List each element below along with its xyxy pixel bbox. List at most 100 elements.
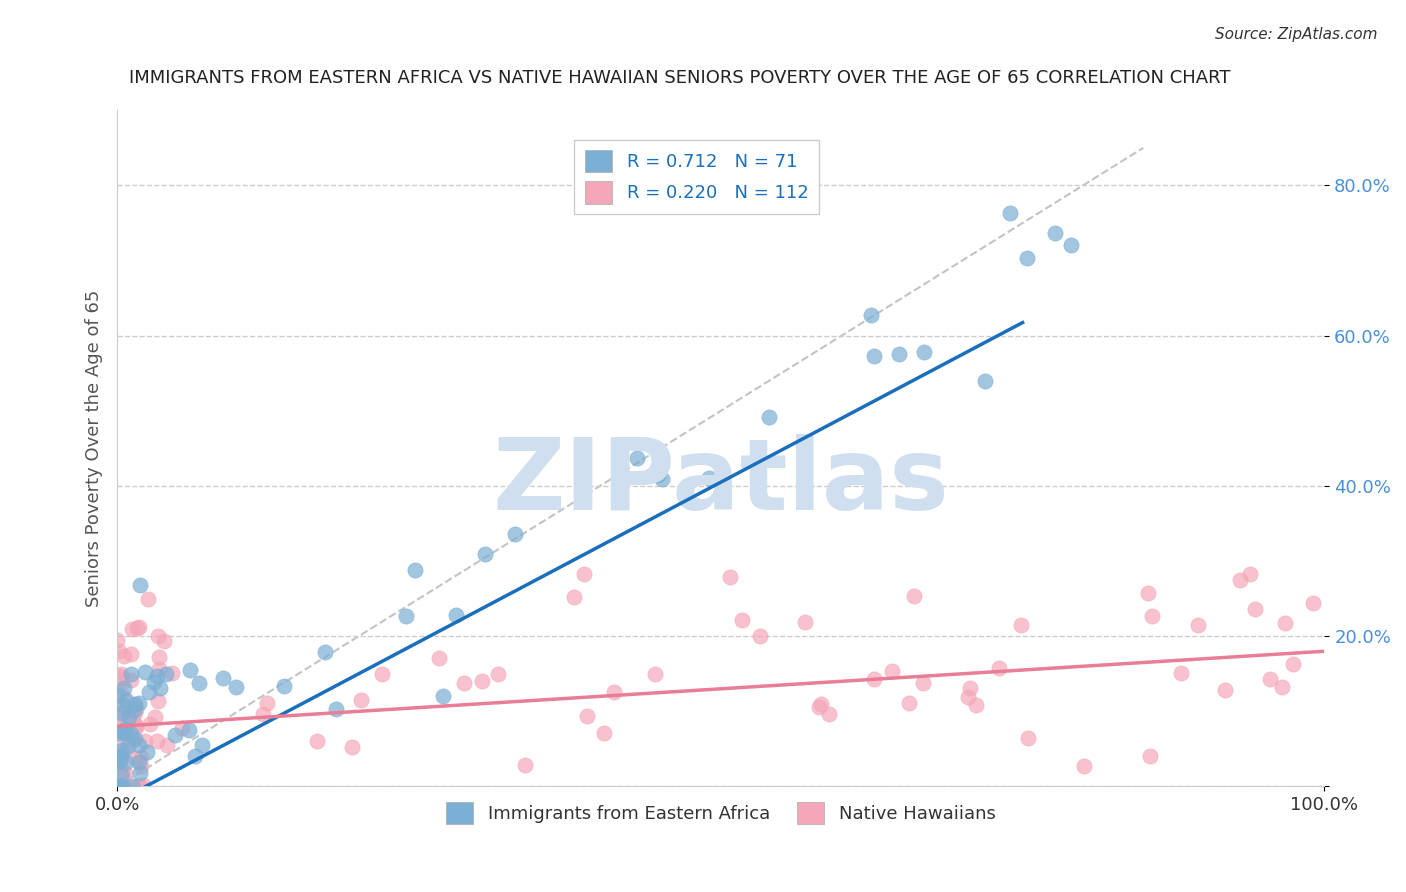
Point xyxy=(110,780,132,794)
Point xyxy=(1000,206,1022,220)
Point xyxy=(974,374,997,388)
Point xyxy=(603,685,626,699)
Point xyxy=(127,779,149,793)
Y-axis label: Seniors Poverty Over the Age of 65: Seniors Poverty Over the Age of 65 xyxy=(86,290,103,607)
Point xyxy=(1017,731,1039,745)
Point xyxy=(1271,680,1294,694)
Point xyxy=(807,700,830,714)
Point xyxy=(177,723,200,738)
Point xyxy=(256,696,278,710)
Point xyxy=(128,765,150,780)
Point xyxy=(111,690,134,705)
Point xyxy=(122,698,145,713)
Point xyxy=(191,738,214,752)
Point xyxy=(124,751,146,765)
Point xyxy=(903,589,925,603)
Point xyxy=(121,731,143,745)
Point xyxy=(136,591,159,606)
Point xyxy=(225,680,247,694)
Point xyxy=(718,570,741,584)
Point xyxy=(110,747,132,762)
Point xyxy=(129,758,152,772)
Point xyxy=(758,410,780,425)
Point xyxy=(1060,237,1083,252)
Point xyxy=(1274,616,1296,631)
Point xyxy=(124,697,146,711)
Point xyxy=(122,703,145,717)
Point xyxy=(127,780,149,794)
Point xyxy=(129,749,152,764)
Point xyxy=(132,778,155,792)
Point xyxy=(110,669,132,683)
Point xyxy=(125,701,148,715)
Point xyxy=(184,748,207,763)
Point xyxy=(110,768,132,782)
Point xyxy=(111,764,134,778)
Point xyxy=(1139,749,1161,764)
Point xyxy=(111,698,134,713)
Point xyxy=(170,721,193,735)
Point xyxy=(1073,759,1095,773)
Point xyxy=(1213,683,1236,698)
Point xyxy=(1010,618,1032,632)
Point xyxy=(1260,672,1282,686)
Point xyxy=(108,718,131,732)
Point xyxy=(110,754,132,768)
Point xyxy=(513,758,536,772)
Point xyxy=(110,749,132,764)
Point xyxy=(444,607,467,622)
Point xyxy=(112,681,135,695)
Point xyxy=(1187,618,1209,632)
Point xyxy=(114,780,136,794)
Point xyxy=(139,717,162,731)
Point xyxy=(882,665,904,679)
Point xyxy=(111,672,134,686)
Text: ZIPatlas: ZIPatlas xyxy=(492,434,949,531)
Point xyxy=(143,675,166,690)
Point xyxy=(120,710,142,724)
Point xyxy=(404,563,426,577)
Point xyxy=(117,739,139,753)
Point xyxy=(107,689,129,703)
Point xyxy=(108,737,131,751)
Point xyxy=(810,697,832,711)
Point xyxy=(134,734,156,748)
Legend: Immigrants from Eastern Africa, Native Hawaiians: Immigrants from Eastern Africa, Native H… xyxy=(439,795,1002,831)
Point xyxy=(111,780,134,794)
Point xyxy=(644,666,666,681)
Point xyxy=(959,681,981,695)
Point xyxy=(371,666,394,681)
Point xyxy=(108,780,131,794)
Point xyxy=(1015,251,1038,265)
Point xyxy=(160,665,183,680)
Point xyxy=(575,709,598,723)
Point xyxy=(486,666,509,681)
Point xyxy=(155,666,177,681)
Point xyxy=(107,780,129,794)
Point xyxy=(121,622,143,636)
Point xyxy=(1142,608,1164,623)
Point xyxy=(862,672,884,686)
Point xyxy=(111,743,134,757)
Point xyxy=(965,698,987,713)
Point xyxy=(145,734,167,748)
Point xyxy=(114,723,136,737)
Point xyxy=(153,634,176,648)
Point xyxy=(112,648,135,663)
Point xyxy=(107,753,129,767)
Point xyxy=(1239,567,1261,582)
Point xyxy=(105,632,128,647)
Point xyxy=(111,724,134,739)
Point xyxy=(593,726,616,740)
Point xyxy=(124,731,146,746)
Point xyxy=(697,471,720,485)
Point xyxy=(148,650,170,665)
Point xyxy=(114,765,136,780)
Point xyxy=(651,472,673,486)
Point xyxy=(129,578,152,592)
Point xyxy=(1136,585,1159,599)
Point xyxy=(114,742,136,756)
Text: IMMIGRANTS FROM EASTERN AFRICA VS NATIVE HAWAIIAN SENIORS POVERTY OVER THE AGE O: IMMIGRANTS FROM EASTERN AFRICA VS NATIVE… xyxy=(129,69,1230,87)
Point xyxy=(898,696,921,710)
Point xyxy=(115,693,138,707)
